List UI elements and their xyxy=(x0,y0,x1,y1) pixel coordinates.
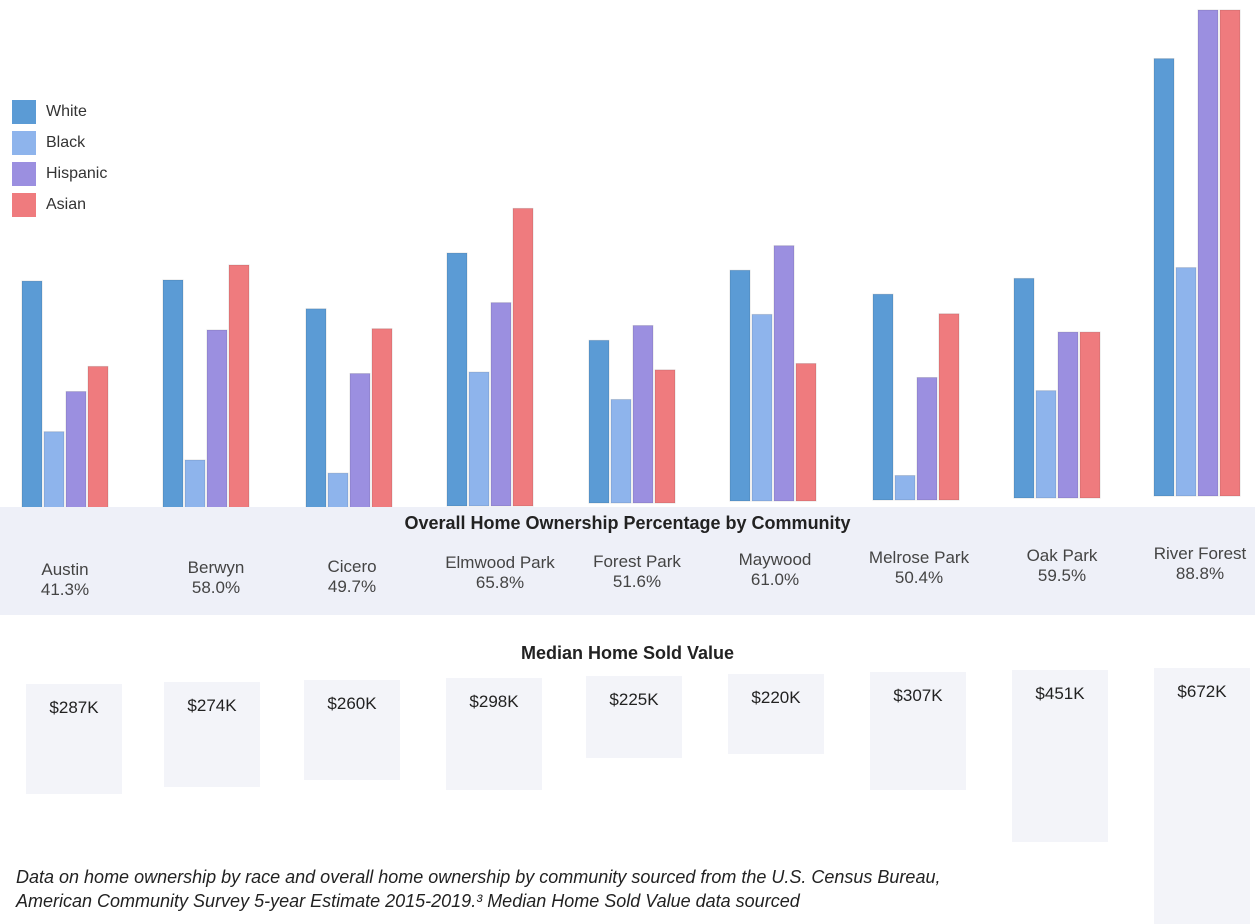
community-melrose-park: Melrose Park 50.4% xyxy=(849,548,989,588)
source-note: Data on home ownership by race and overa… xyxy=(16,867,941,911)
chart-legend: White Black Hispanic Asian xyxy=(12,96,107,220)
legend-label-asian: Asian xyxy=(46,195,87,213)
median-value-oak-park: $451K xyxy=(1012,670,1108,842)
median-value-melrose-park: $307K xyxy=(870,672,966,790)
community-name: Forest Park xyxy=(593,552,681,571)
legend-swatch-hispanic xyxy=(12,161,36,186)
community-pct: 65.8% xyxy=(475,573,525,592)
community-austin: Austin 41.3% xyxy=(0,560,135,600)
community-name: Maywood xyxy=(738,550,812,569)
bar-river-forest-black xyxy=(1175,267,1197,497)
bar-river-forest-white xyxy=(1153,58,1175,497)
bar-melrose-park-asian xyxy=(938,313,960,501)
community-pct: 49.7% xyxy=(327,577,377,596)
bar-cicero-hispanic xyxy=(349,373,371,509)
bar-maywood-white xyxy=(729,269,751,502)
bar-river-forest-hispanic xyxy=(1197,9,1219,497)
bar-elmwood-park-black xyxy=(468,371,490,507)
bar-maywood-asian xyxy=(795,363,817,502)
legend-item-asian: Asian xyxy=(12,189,107,220)
community-pct: 61.0% xyxy=(750,570,800,589)
bar-austin-hispanic xyxy=(65,391,87,513)
bar-melrose-park-hispanic xyxy=(916,377,938,501)
community-name: River Forest xyxy=(1153,544,1247,563)
bar-maywood-hispanic xyxy=(773,245,795,502)
bar-oak-park-white xyxy=(1013,277,1035,499)
legend-item-white: White xyxy=(12,96,107,127)
community-pct: 41.3% xyxy=(40,580,90,599)
legend-item-black: Black xyxy=(12,127,107,158)
community-pct: 88.8% xyxy=(1175,564,1225,583)
bar-berwyn-asian xyxy=(228,264,250,511)
community-pct: 50.4% xyxy=(894,568,944,587)
median-value-austin: $287K xyxy=(26,684,122,794)
median-value-cicero: $260K xyxy=(304,680,400,780)
community-pct: 59.5% xyxy=(1037,566,1087,585)
bar-forest-park-black xyxy=(610,398,632,504)
bar-forest-park-asian xyxy=(654,369,676,504)
bar-austin-white xyxy=(21,280,43,513)
median-value-elmwood-park: $298K xyxy=(446,678,542,790)
bar-chart xyxy=(21,9,1241,513)
community-name: Elmwood Park xyxy=(445,553,555,572)
community-name: Austin xyxy=(41,560,89,579)
legend-swatch-white xyxy=(12,99,36,124)
median-value-berwyn: $274K xyxy=(164,682,260,787)
community-maywood: Maywood 61.0% xyxy=(705,550,845,590)
community-cicero: Cicero 49.7% xyxy=(282,557,422,597)
legend-label-black: Black xyxy=(46,133,86,151)
legend-label-hispanic: Hispanic xyxy=(46,164,108,182)
bar-elmwood-park-hispanic xyxy=(490,302,512,507)
median-value-maywood: $220K xyxy=(728,674,824,754)
community-elmwood-park: Elmwood Park 65.8% xyxy=(430,553,570,593)
community-oak-park: Oak Park 59.5% xyxy=(992,546,1132,586)
bar-berwyn-black xyxy=(184,459,206,511)
bar-berwyn-white xyxy=(162,279,184,511)
community-berwyn: Berwyn 58.0% xyxy=(146,558,286,598)
bar-forest-park-white xyxy=(588,339,610,504)
bar-elmwood-park-asian xyxy=(512,207,534,507)
bar-austin-black xyxy=(43,431,65,513)
legend-item-hispanic: Hispanic xyxy=(12,158,107,189)
bar-cicero-white xyxy=(305,308,327,509)
legend-swatch-black xyxy=(12,130,36,155)
bar-oak-park-asian xyxy=(1079,331,1101,499)
bar-oak-park-black xyxy=(1035,390,1057,499)
median-value-forest-park: $225K xyxy=(586,676,682,758)
legend-swatch-asian xyxy=(12,192,36,217)
bar-cicero-asian xyxy=(371,328,393,509)
community-name: Berwyn xyxy=(187,558,245,577)
bar-oak-park-hispanic xyxy=(1057,331,1079,499)
ownership-band xyxy=(0,507,1255,615)
community-name: Melrose Park xyxy=(868,548,970,567)
ownership-title: Overall Home Ownership Percentage by Com… xyxy=(404,513,851,533)
bar-melrose-park-black xyxy=(894,475,916,501)
bar-forest-park-hispanic xyxy=(632,325,654,504)
bar-cicero-black xyxy=(327,472,349,509)
legend-label-white: White xyxy=(46,102,87,120)
median-value-river-forest: $672K xyxy=(1154,668,1250,924)
bar-elmwood-park-white xyxy=(446,252,468,507)
community-name: Cicero xyxy=(327,557,377,576)
community-pct: 58.0% xyxy=(191,578,241,597)
bar-austin-asian xyxy=(87,365,109,513)
bar-maywood-black xyxy=(751,313,773,502)
bar-melrose-park-white xyxy=(872,293,894,501)
community-name: Oak Park xyxy=(1026,546,1098,565)
bar-river-forest-asian xyxy=(1219,9,1241,497)
median-value-title: Median Home Sold Value xyxy=(520,643,735,663)
community-river-forest: River Forest 88.8% xyxy=(1130,544,1255,584)
community-pct: 51.6% xyxy=(612,572,662,591)
community-forest-park: Forest Park 51.6% xyxy=(567,552,707,592)
bar-berwyn-hispanic xyxy=(206,329,228,511)
